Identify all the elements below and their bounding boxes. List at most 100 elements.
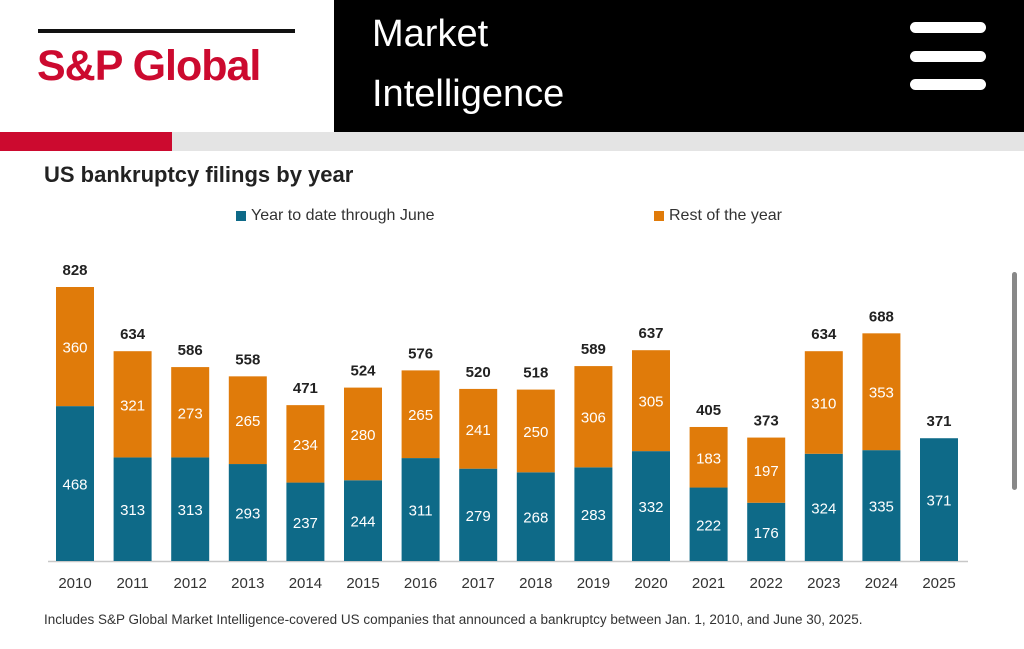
bar-segment-rest (401, 370, 440, 459)
hamburger-menu-icon[interactable] (910, 22, 986, 90)
bar-segment-ytd (516, 472, 555, 561)
data-label-rest: 197 (754, 463, 779, 480)
logo[interactable]: S&P Global (0, 0, 334, 132)
logo-rule (38, 29, 295, 33)
bar-segment-ytd (113, 457, 152, 561)
bar-segment-rest (171, 367, 210, 458)
chart-title: US bankruptcy filings by year (44, 162, 354, 187)
accent-stripe (0, 132, 172, 151)
data-label-total: 828 (62, 262, 87, 279)
data-label-rest: 280 (350, 427, 375, 444)
data-label-rest: 353 (869, 385, 894, 402)
legend-swatch-rest (654, 211, 664, 221)
data-label-ytd: 279 (466, 508, 491, 525)
bar-segment-ytd (286, 482, 325, 561)
bar-segment-rest (516, 389, 555, 473)
data-label-total: 634 (120, 326, 146, 343)
data-label-rest: 321 (120, 397, 145, 414)
product-name-line1: Market (372, 13, 489, 55)
bar-segment-rest (632, 350, 670, 452)
x-tick-label: 2019 (577, 575, 610, 592)
x-tick-label: 2023 (807, 575, 840, 592)
x-tick-label: 2014 (289, 575, 322, 592)
bar-segment-ytd (459, 468, 498, 561)
bar-segment-rest (344, 387, 382, 481)
x-tick-label: 2022 (750, 575, 783, 592)
x-tick-label: 2010 (58, 575, 91, 592)
bar-segment-rest (747, 437, 786, 503)
data-label-ytd: 335 (869, 499, 894, 516)
data-label-total: 688 (869, 308, 894, 325)
bar-segment-ytd (574, 467, 613, 561)
x-tick-label: 2025 (922, 575, 955, 592)
data-label-ytd: 222 (696, 517, 721, 534)
data-label-ytd: 176 (754, 525, 779, 542)
scrollbar[interactable] (1012, 272, 1017, 490)
site-header: S&P Global Market Intelligence (0, 0, 1024, 132)
x-tick-label: 2020 (634, 575, 667, 592)
legend-item-rest: Rest of the year (654, 207, 782, 225)
bar-segment-rest (286, 405, 325, 483)
footnote: Includes S&P Global Market Intelligence-… (44, 612, 863, 627)
data-label-total: 634 (811, 326, 837, 343)
data-label-total: 524 (350, 363, 376, 380)
data-label-total: 471 (293, 380, 318, 397)
data-label-ytd: 293 (235, 506, 260, 523)
data-label-total: 558 (235, 351, 260, 368)
data-label-total: 518 (523, 365, 548, 382)
data-label-ytd: 332 (638, 499, 663, 516)
bar-segment-ytd (401, 458, 440, 561)
legend-swatch-ytd (236, 211, 246, 221)
legend-label-rest: Rest of the year (669, 207, 782, 224)
bar-segment-rest (228, 376, 267, 465)
bar-segment-ytd (747, 502, 786, 561)
data-label-total: 371 (926, 413, 951, 430)
x-tick-label: 2016 (404, 575, 437, 592)
data-label-ytd: 244 (350, 514, 375, 531)
data-label-rest: 306 (581, 410, 606, 427)
bar-segment-rest (574, 366, 613, 468)
x-tick-label: 2013 (231, 575, 264, 592)
x-tick-label: 2017 (462, 575, 495, 592)
product-name-line2: Intelligence (372, 73, 565, 115)
header-divider (172, 132, 1024, 151)
data-label-total: 520 (466, 364, 491, 381)
data-label-ytd: 313 (178, 502, 203, 519)
bar-segment-ytd (632, 451, 670, 561)
bar-segment-ytd (344, 480, 382, 561)
data-label-total: 405 (696, 402, 721, 419)
bar-segment-ytd (171, 457, 210, 561)
bar-segment-ytd (862, 450, 901, 561)
data-label-rest: 360 (62, 340, 87, 357)
legend-item-ytd: Year to date through June (236, 207, 435, 225)
data-label-total: 586 (178, 342, 203, 359)
bar-segment-ytd (228, 464, 267, 561)
data-label-rest: 305 (638, 394, 663, 411)
bar-segment-rest (56, 287, 94, 407)
product-name: Market Intelligence (372, 4, 564, 124)
x-tick-label: 2021 (692, 575, 725, 592)
x-tick-label: 2012 (174, 575, 207, 592)
data-label-rest: 183 (696, 450, 721, 467)
data-label-rest: 273 (178, 405, 203, 422)
bar-chart: 468 360 828 2010 313 321 634 2011 313 273 586 2012 2… (48, 262, 968, 592)
data-label-ytd: 468 (62, 477, 87, 494)
bar-segment-rest (113, 351, 152, 458)
data-label-total: 373 (754, 413, 779, 430)
data-label-rest: 234 (293, 437, 318, 454)
data-label-rest: 241 (466, 422, 491, 439)
x-tick-label: 2015 (346, 575, 379, 592)
product-banner: Market Intelligence (334, 0, 1024, 132)
data-label-total: 637 (638, 325, 663, 342)
bar-segment-rest (459, 388, 498, 469)
bar-segment-ytd (689, 487, 728, 561)
data-label-total: 589 (581, 341, 606, 358)
data-label-total: 576 (408, 345, 433, 362)
x-tick-label: 2011 (116, 575, 148, 592)
x-tick-label: 2024 (865, 575, 898, 592)
data-label-rest: 310 (811, 395, 836, 412)
data-label-ytd: 237 (293, 515, 318, 532)
data-label-ytd: 268 (523, 510, 548, 527)
logo-text: S&P Global (37, 42, 261, 90)
bar-segment-ytd (56, 406, 94, 561)
